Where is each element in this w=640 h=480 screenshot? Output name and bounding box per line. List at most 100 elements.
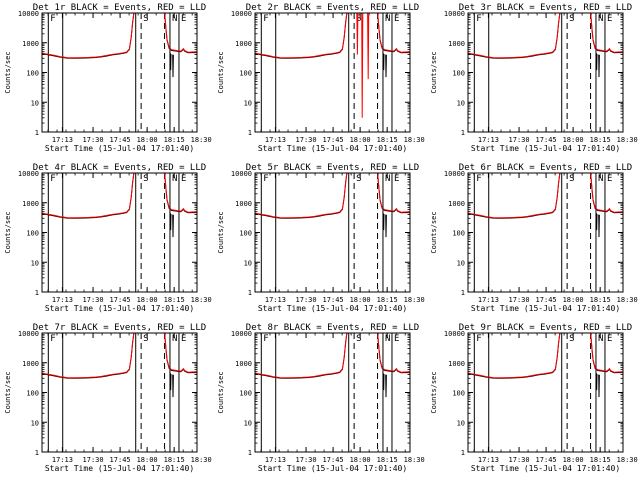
time-marker-label: E: [181, 334, 186, 344]
time-marker-label: S: [356, 14, 361, 24]
curve-dip: [367, 13, 370, 80]
x-tick-label: 18:15: [164, 136, 185, 144]
curve-dip: [382, 213, 385, 231]
curve-dip: [382, 373, 385, 391]
y-tick-label: 10000: [18, 10, 39, 18]
curve-dip: [385, 54, 387, 78]
time-marker-label: N: [598, 334, 603, 344]
x-tick-label: 18:15: [164, 296, 185, 304]
curve-dip: [172, 214, 174, 238]
lld-curve: [590, 333, 623, 373]
x-tick-label: 17:45: [536, 136, 557, 144]
time-marker-label: S: [569, 14, 574, 24]
y-tick-label: 1: [35, 449, 39, 457]
x-tick-label: 17:45: [323, 136, 344, 144]
plot-frame: [467, 332, 624, 453]
y-tick-label: 100: [26, 390, 39, 398]
x-tick-label: 18:30: [617, 136, 638, 144]
panel-title: Det 9r BLACK = Events, RED = LLD: [459, 323, 632, 333]
x-axis-label: Start Time (15-Jul-04 17:01:40): [45, 464, 194, 473]
curve-dip: [385, 374, 387, 398]
y-tick-label: 10000: [444, 170, 465, 178]
x-tick-label: 17:30: [296, 136, 317, 144]
lld-curve: [590, 173, 623, 213]
y-tick-label: 1000: [448, 200, 465, 208]
x-tick-label: 17:30: [509, 136, 530, 144]
y-tick-label: 1000: [448, 40, 465, 48]
y-tick-label: 1000: [448, 360, 465, 368]
detector-panel: Det 1r BLACK = Events, RED = LLD Counts/s…: [4, 3, 212, 153]
lld-curve: [468, 13, 561, 59]
time-marker-label: E: [394, 14, 399, 24]
time-marker-label: N: [172, 334, 177, 344]
curve-group: [468, 13, 623, 78]
y-tick-label: 10: [31, 259, 39, 267]
y-tick-label: 10000: [231, 330, 252, 338]
x-tick-label: 17:13: [478, 296, 499, 304]
x-tick-label: 17:45: [110, 136, 131, 144]
x-axis-label: Start Time (15-Jul-04 17:01:40): [258, 144, 407, 153]
y-axis-label: Counts/sec: [4, 51, 12, 93]
time-marker-label: E: [607, 14, 612, 24]
curve-group: [468, 333, 623, 398]
lld-curve: [164, 13, 197, 53]
y-tick-label: 1: [461, 289, 465, 297]
x-tick-label: 18:00: [137, 456, 158, 464]
y-tick-label: 10000: [444, 10, 465, 18]
x-tick-label: 18:00: [350, 456, 371, 464]
y-tick-label: 1: [35, 129, 39, 137]
curve-group: [255, 13, 410, 118]
x-tick-label: 18:15: [164, 456, 185, 464]
panel-title: Det 1r BLACK = Events, RED = LLD: [33, 3, 206, 13]
y-tick-label: 1: [248, 129, 252, 137]
time-marker-label: F: [476, 14, 481, 24]
plot-frame: [41, 172, 198, 293]
y-axis-label: Counts/sec: [430, 371, 438, 413]
time-marker-label: N: [385, 174, 390, 184]
lld-curve: [468, 173, 561, 219]
lld-curve: [468, 333, 561, 379]
x-axis-label: Start Time (15-Jul-04 17:01:40): [471, 144, 620, 153]
y-axis-label: Counts/sec: [217, 211, 225, 253]
y-tick-label: 1000: [22, 40, 39, 48]
curve-dip: [382, 53, 385, 71]
x-tick-label: 18:00: [350, 136, 371, 144]
y-axis-label: Counts/sec: [430, 51, 438, 93]
x-tick-label: 18:00: [563, 296, 584, 304]
curve-dip: [385, 214, 387, 238]
y-tick-label: 100: [452, 230, 465, 238]
time-marker-label: F: [50, 334, 55, 344]
x-tick-label: 18:30: [404, 136, 425, 144]
curve-group: [255, 173, 410, 238]
y-tick-label: 100: [239, 390, 252, 398]
lld-curve: [255, 333, 348, 379]
x-tick-label: 18:30: [404, 296, 425, 304]
time-marker-label: N: [385, 334, 390, 344]
curve-dip: [361, 13, 364, 118]
x-axis-label: Start Time (15-Jul-04 17:01:40): [471, 304, 620, 313]
time-marker-label: F: [476, 174, 481, 184]
y-tick-label: 10: [457, 99, 465, 107]
y-tick-label: 1: [248, 289, 252, 297]
curve-group: [42, 173, 197, 238]
time-marker-label: F: [50, 174, 55, 184]
curve-dip: [172, 54, 174, 78]
x-tick-label: 18:00: [563, 456, 584, 464]
detector-panel: Det 2r BLACK = Events, RED = LLD Counts/s…: [217, 3, 425, 153]
curve-group: [42, 333, 197, 398]
x-tick-label: 17:13: [478, 136, 499, 144]
time-marker-label: E: [607, 174, 612, 184]
time-marker-label: N: [385, 14, 390, 24]
y-tick-label: 10: [31, 419, 39, 427]
panel-title: Det 6r BLACK = Events, RED = LLD: [459, 163, 632, 173]
time-marker-label: E: [181, 14, 186, 24]
lld-curve: [42, 13, 135, 59]
lld-curve: [42, 333, 135, 379]
x-tick-label: 17:30: [509, 456, 530, 464]
time-marker-label: S: [569, 334, 574, 344]
x-tick-label: 17:13: [265, 296, 286, 304]
y-tick-label: 10: [457, 259, 465, 267]
x-tick-label: 18:30: [191, 456, 212, 464]
x-tick-label: 17:45: [110, 296, 131, 304]
